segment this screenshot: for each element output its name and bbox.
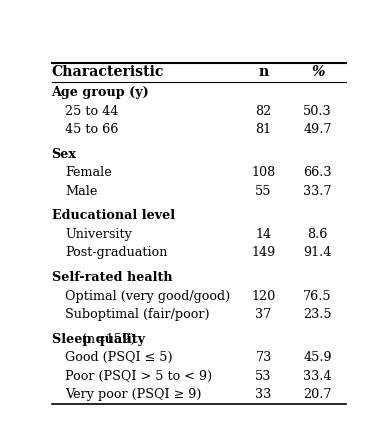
Text: 91.4: 91.4: [303, 247, 332, 259]
Text: 53: 53: [255, 370, 272, 383]
Text: 50.3: 50.3: [303, 105, 332, 117]
Text: Age group (y): Age group (y): [52, 86, 149, 99]
Text: 33.7: 33.7: [303, 185, 332, 198]
Text: 81: 81: [255, 123, 272, 136]
Text: 45.9: 45.9: [303, 351, 332, 364]
Text: 76.5: 76.5: [303, 290, 332, 303]
Text: 37: 37: [255, 308, 272, 321]
Text: n: n: [258, 65, 268, 79]
Text: Sex: Sex: [52, 148, 76, 161]
Text: Female: Female: [65, 166, 112, 179]
Text: 82: 82: [255, 105, 272, 117]
Text: Poor (PSQI > 5 to < 9): Poor (PSQI > 5 to < 9): [65, 370, 212, 383]
Text: Optimal (very good/good): Optimal (very good/good): [65, 290, 230, 303]
Text: University: University: [65, 228, 132, 241]
Text: Good (PSQI ≤ 5): Good (PSQI ≤ 5): [65, 351, 173, 364]
Text: 14: 14: [255, 228, 272, 241]
Text: 66.3: 66.3: [303, 166, 332, 179]
Text: Suboptimal (fair/poor): Suboptimal (fair/poor): [65, 308, 210, 321]
Text: 33: 33: [255, 388, 272, 401]
Text: Characteristic: Characteristic: [52, 65, 164, 79]
Text: 108: 108: [251, 166, 275, 179]
Text: 120: 120: [251, 290, 275, 303]
Text: %: %: [311, 65, 324, 79]
Text: Very poor (PSQI ≥ 9): Very poor (PSQI ≥ 9): [65, 388, 201, 401]
Text: Post-graduation: Post-graduation: [65, 247, 167, 259]
Text: Educational level: Educational level: [52, 210, 175, 222]
Text: 49.7: 49.7: [303, 123, 332, 136]
Text: (n=159): (n=159): [78, 333, 135, 346]
Text: Male: Male: [65, 185, 97, 198]
Text: Self-rated health: Self-rated health: [52, 271, 172, 284]
Text: 55: 55: [255, 185, 272, 198]
Text: 45 to 66: 45 to 66: [65, 123, 118, 136]
Text: 33.4: 33.4: [303, 370, 332, 383]
Text: 8.6: 8.6: [307, 228, 328, 241]
Text: Sleep quality: Sleep quality: [52, 333, 144, 346]
Text: 23.5: 23.5: [303, 308, 332, 321]
Text: 73: 73: [255, 351, 272, 364]
Text: 149: 149: [251, 247, 275, 259]
Text: 20.7: 20.7: [303, 388, 332, 401]
Text: 25 to 44: 25 to 44: [65, 105, 118, 117]
